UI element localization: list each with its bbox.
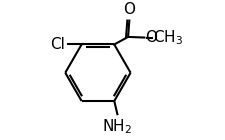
Text: O: O bbox=[123, 3, 135, 18]
Text: CH$_3$: CH$_3$ bbox=[153, 28, 182, 47]
Text: Cl: Cl bbox=[50, 37, 64, 52]
Text: NH$_2$: NH$_2$ bbox=[102, 117, 132, 136]
Text: O: O bbox=[144, 30, 156, 45]
